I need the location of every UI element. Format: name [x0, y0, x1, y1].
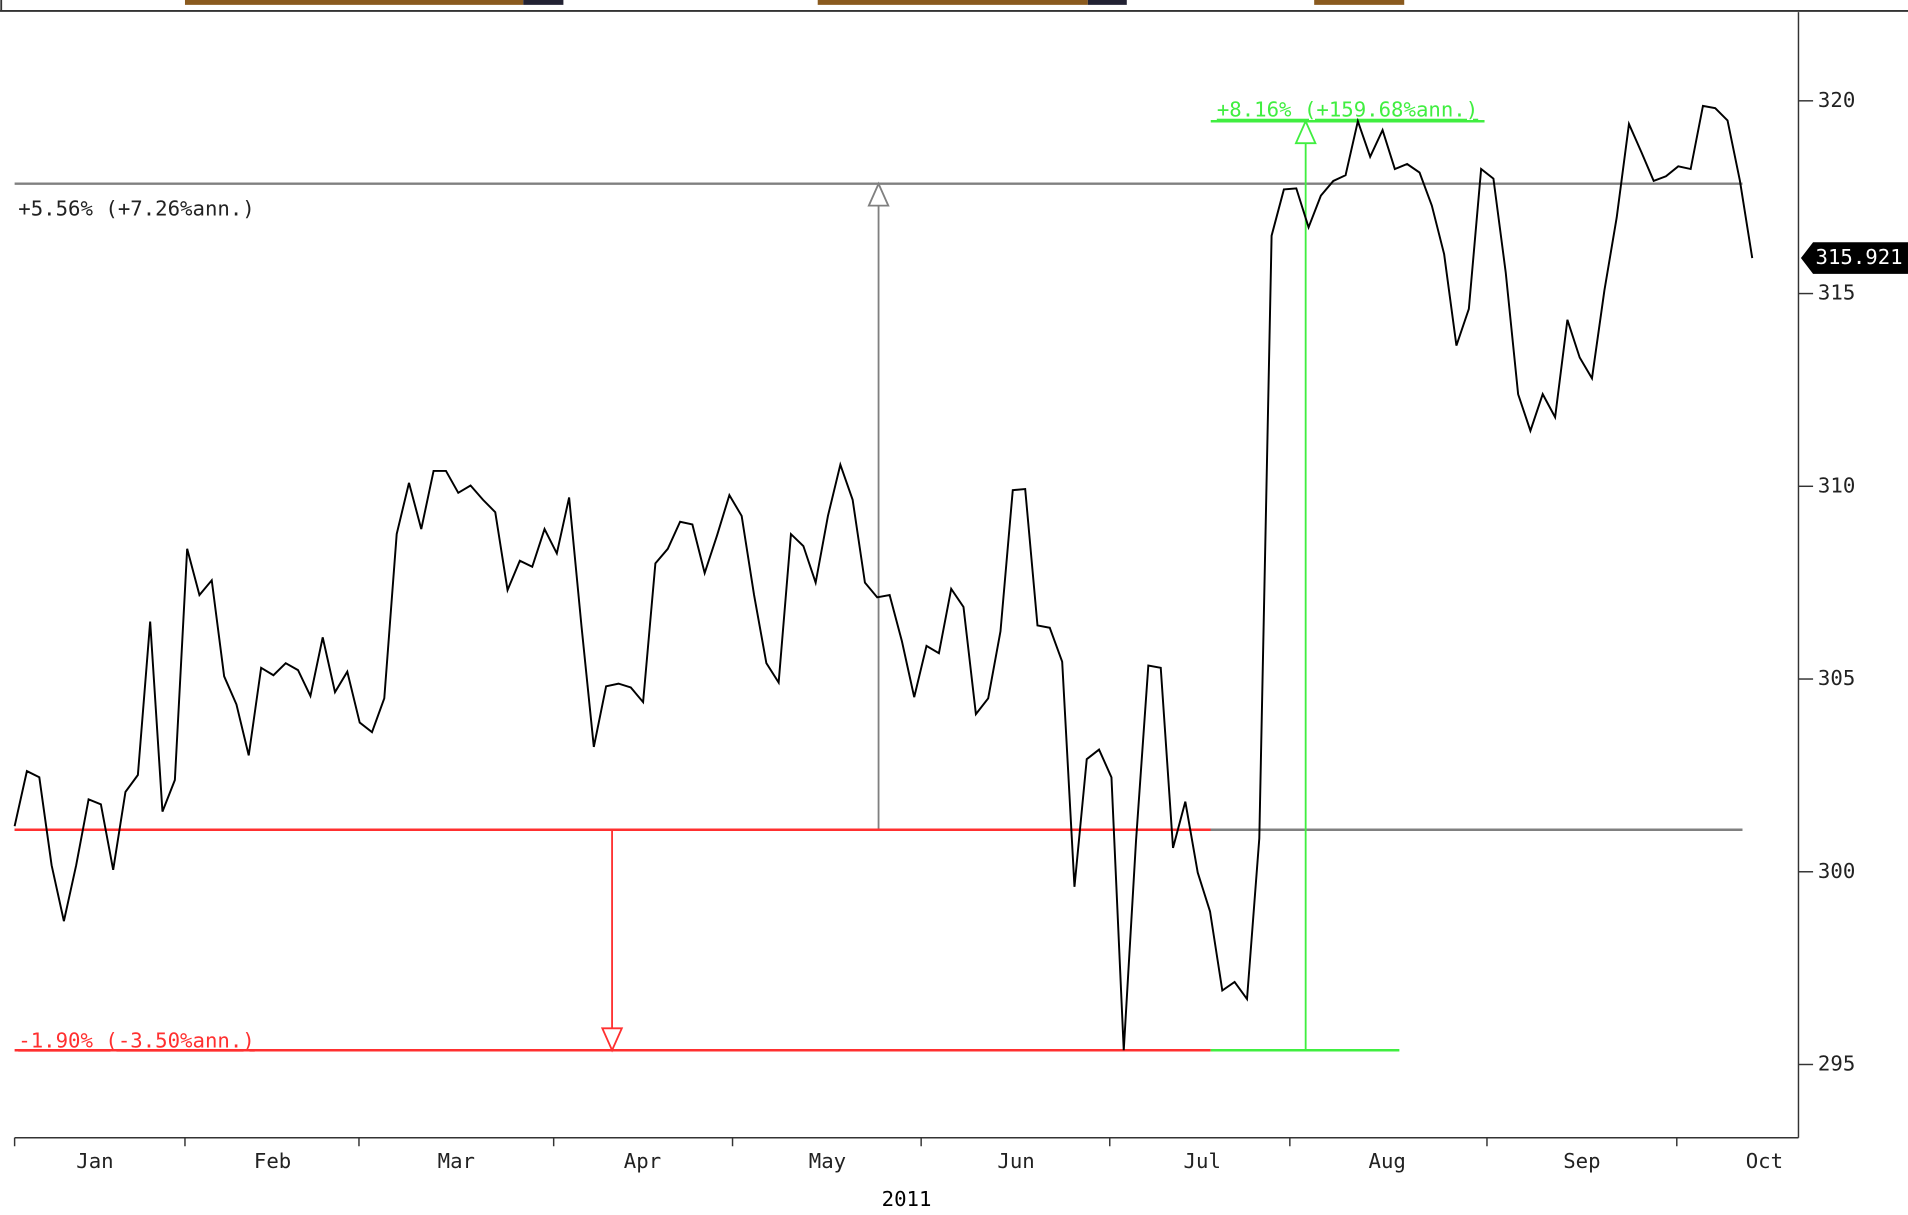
- x-tick-label: Oct: [1746, 1149, 1783, 1173]
- annotation-label: -1.90% (-3.50%ann.): [18, 1029, 254, 1053]
- y-tick-label: 315: [1818, 281, 1855, 305]
- x-tick-label: Apr: [624, 1149, 661, 1173]
- x-tick-label: May: [809, 1149, 846, 1173]
- annotation-label: +5.56% (+7.26%ann.): [18, 196, 254, 220]
- x-tick-label: Jun: [997, 1149, 1034, 1173]
- arrow-head: [600, 1027, 624, 1053]
- annotation-label: +8.16% (+159.68%ann.): [1217, 98, 1478, 122]
- y-tick-label: 300: [1818, 859, 1855, 883]
- x-tick-label: Jul: [1184, 1149, 1221, 1173]
- x-axis-title: 2011: [882, 1187, 932, 1211]
- x-tick-label: Aug: [1369, 1149, 1406, 1173]
- x-tick-label: Feb: [254, 1149, 291, 1173]
- x-tick-label: Mar: [438, 1149, 475, 1173]
- last-value-label: 315.921: [1816, 245, 1903, 269]
- y-tick-label: 295: [1818, 1051, 1855, 1075]
- last-value-tag: [1800, 242, 1908, 274]
- x-tick-label: Sep: [1563, 1149, 1600, 1173]
- y-tick-label: 310: [1818, 473, 1855, 497]
- y-tick-label: 305: [1818, 666, 1855, 690]
- arrow-head: [867, 181, 890, 207]
- arrow-head: [1294, 119, 1317, 145]
- price-line: [13, 104, 1754, 1051]
- x-tick-label: Jan: [76, 1149, 113, 1173]
- y-tick-label: 320: [1818, 88, 1855, 112]
- toolbar: [0, 0, 1908, 12]
